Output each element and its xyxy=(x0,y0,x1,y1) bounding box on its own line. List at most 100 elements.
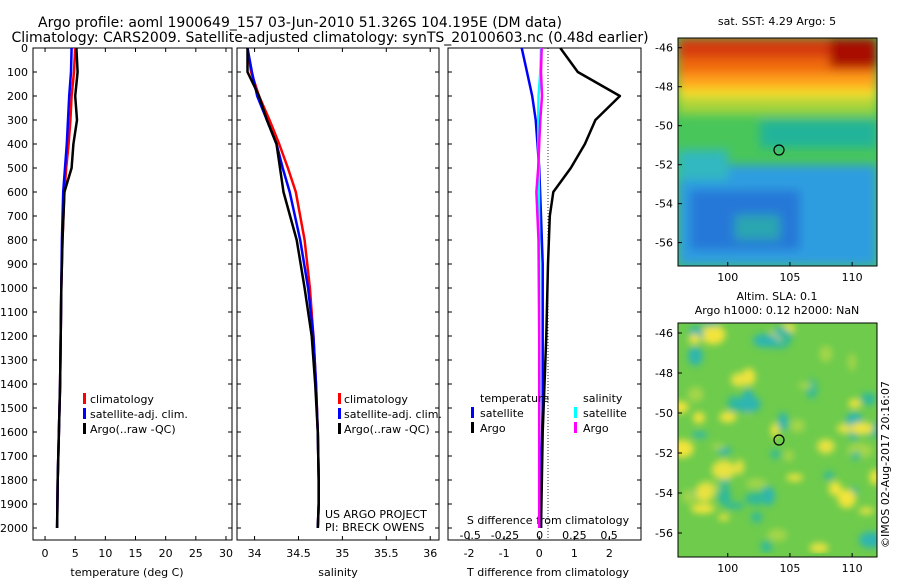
depth-tick-label: 300 xyxy=(7,114,28,127)
legend-swatch-satellite xyxy=(338,408,341,419)
sla-map-frame xyxy=(677,322,878,558)
depth-tick-label: 1000 xyxy=(0,282,28,295)
s-diff-tick-label: 0.25 xyxy=(562,529,587,542)
depth-tick-label: 800 xyxy=(7,234,28,247)
temperature-panel-frame xyxy=(32,47,233,541)
salinity-legend: climatology satellite-adj. clim. Argo(..… xyxy=(338,393,442,436)
depth-tick-label: 1600 xyxy=(0,426,28,439)
legend-swatch-argo xyxy=(338,423,341,434)
depth-tick-label: 1900 xyxy=(0,498,28,511)
legend-label: Argo(..raw -QC) xyxy=(90,423,176,436)
map-y-tick-label: -50 xyxy=(655,120,673,133)
sla-map-title-line2: Argo h1000: 0.12 h2000: NaN xyxy=(695,304,860,317)
depth-tick-label: 400 xyxy=(7,138,28,151)
temperature-profiles xyxy=(55,47,79,529)
s-difference-label: S difference from climatology xyxy=(467,514,630,527)
x-tick-label: 25 xyxy=(189,547,203,560)
map-x-tick-label: 105 xyxy=(779,271,800,284)
figure-title-line2: Climatology: CARS2009. Satellite-adjuste… xyxy=(11,30,648,46)
depth-tick-label: 2000 xyxy=(0,522,28,535)
x-tick-label: 34.5 xyxy=(286,547,311,560)
salinity-profiles xyxy=(246,47,320,529)
series-line xyxy=(55,47,79,529)
sst-map-axes: -46 -48 -50 -52 -54 -56 100 105 110 xyxy=(655,42,863,284)
series-line xyxy=(246,47,320,529)
series-line xyxy=(246,48,320,529)
depth-tick-label: 900 xyxy=(7,258,28,271)
legend-label: satellite-adj. clim. xyxy=(90,408,188,421)
legend-label: Argo xyxy=(480,422,506,435)
temperature-xlabel: temperature (deg C) xyxy=(70,566,183,579)
legend-head-salinity: salinity xyxy=(583,392,623,405)
map-y-tick-label: -54 xyxy=(655,487,673,500)
map-x-tick-label: 100 xyxy=(717,271,738,284)
sst-map-frame xyxy=(677,37,878,267)
map-y-tick-label: -46 xyxy=(655,327,673,340)
depth-axis: 0 100 200 300 400 500 600 700 800 900 1000 1100 1200… xyxy=(0,42,641,535)
depth-tick-label: 1700 xyxy=(0,450,28,463)
series-line xyxy=(535,47,544,528)
figure-title-line1: Argo profile: aoml 1900649_157 03-Jun-20… xyxy=(38,15,562,31)
legend-label: Argo xyxy=(583,422,609,435)
s-diff-tick-label: -0.5 xyxy=(459,529,480,542)
s-diff-tick-label: 0.5 xyxy=(600,529,618,542)
s-diff-tick-label: -0.25 xyxy=(491,529,519,542)
legend-label: climatology xyxy=(344,393,408,406)
temperature-legend: climatology satellite-adj. clim. Argo(..… xyxy=(83,393,188,436)
map-y-tick-label: -48 xyxy=(655,81,673,94)
map-y-tick-label: -52 xyxy=(655,159,673,172)
difference-legend: temperature salinity satellite Argo sate… xyxy=(471,392,627,435)
t-difference-xlabel: T difference from climatology xyxy=(466,566,629,579)
map-y-tick-label: -56 xyxy=(655,237,673,250)
x-tick-label: -1 xyxy=(499,547,510,560)
argo-location-marker xyxy=(773,144,785,156)
sst-heatmap xyxy=(678,38,877,266)
legend-swatch-argo xyxy=(83,423,86,434)
map-x-tick-label: 110 xyxy=(842,562,863,575)
legend-label: satellite-adj. clim. xyxy=(344,408,442,421)
salinity-x-axis: 34 34.5 35 35.5 36 xyxy=(248,48,437,560)
salinity-panel-frame xyxy=(236,47,440,541)
map-x-tick-label: 105 xyxy=(779,562,800,575)
map-y-tick-label: -54 xyxy=(655,198,673,211)
legend-swatch-satellite xyxy=(83,408,86,419)
legend-label: Argo(..raw -QC) xyxy=(344,423,430,436)
depth-tick-label: 1100 xyxy=(0,306,28,319)
legend-swatch-t-argo xyxy=(471,422,474,433)
argo-location-marker xyxy=(773,434,785,446)
legend-label: satellite xyxy=(480,407,524,420)
legend-swatch-s-argo xyxy=(574,422,577,433)
x-tick-label: 0 xyxy=(536,547,543,560)
series-line xyxy=(539,47,622,529)
depth-tick-label: 0 xyxy=(21,42,28,55)
sla-map-title-line1: Altim. SLA: 0.1 xyxy=(736,290,817,303)
depth-tick-label: 700 xyxy=(7,210,28,223)
salinity-xlabel: salinity xyxy=(318,566,358,579)
map-y-tick-label: -50 xyxy=(655,407,673,420)
legend-label: satellite xyxy=(583,407,627,420)
x-tick-label: 10 xyxy=(98,547,112,560)
difference-x-axis: -2 -1 0 1 2 -0.5 -0.25 0 0.25 0.5 xyxy=(459,529,617,560)
x-tick-label: 34 xyxy=(248,547,262,560)
x-tick-label: 35 xyxy=(335,547,349,560)
depth-tick-label: 1200 xyxy=(0,330,28,343)
x-tick-label: 5 xyxy=(72,547,79,560)
x-tick-label: 1 xyxy=(571,547,578,560)
legend-label: climatology xyxy=(90,393,154,406)
series-line xyxy=(55,47,77,529)
map-x-tick-label: 100 xyxy=(717,562,738,575)
x-tick-label: 35.5 xyxy=(374,547,399,560)
pi-credit: PI: BRECK OWENS xyxy=(325,521,424,534)
sst-map-title: sat. SST: 4.29 Argo: 5 xyxy=(718,15,836,28)
difference-panel-frame xyxy=(447,47,642,541)
map-y-tick-label: -56 xyxy=(655,527,673,540)
x-tick-label: 0 xyxy=(42,547,49,560)
depth-tick-label: 200 xyxy=(7,90,28,103)
legend-head-temperature: temperature xyxy=(480,392,549,405)
difference-profiles xyxy=(520,47,622,529)
x-tick-label: 30 xyxy=(219,547,233,560)
x-tick-label: 36 xyxy=(423,547,437,560)
map-x-tick-label: 110 xyxy=(842,271,863,284)
x-tick-label: 15 xyxy=(129,547,143,560)
